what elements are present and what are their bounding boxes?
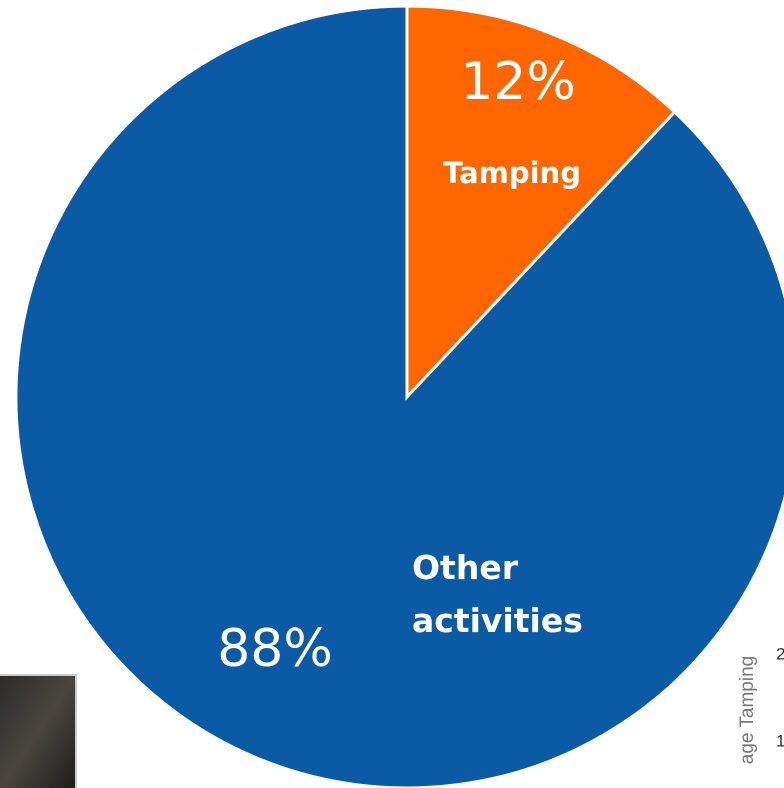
value-label: 12% [460,52,576,112]
pie-slice [405,4,677,401]
y-tick-label: 1 [776,731,784,750]
y-axis-label: age Tamping [737,656,758,764]
pie-slice [14,4,784,788]
photo [0,674,77,788]
y-tick-label: 2 [776,644,784,663]
category-label: Tamping [443,156,581,190]
category-label: Other activities [412,548,583,640]
pie: 12% 88% [14,4,784,788]
value-label: 88% [217,619,333,679]
